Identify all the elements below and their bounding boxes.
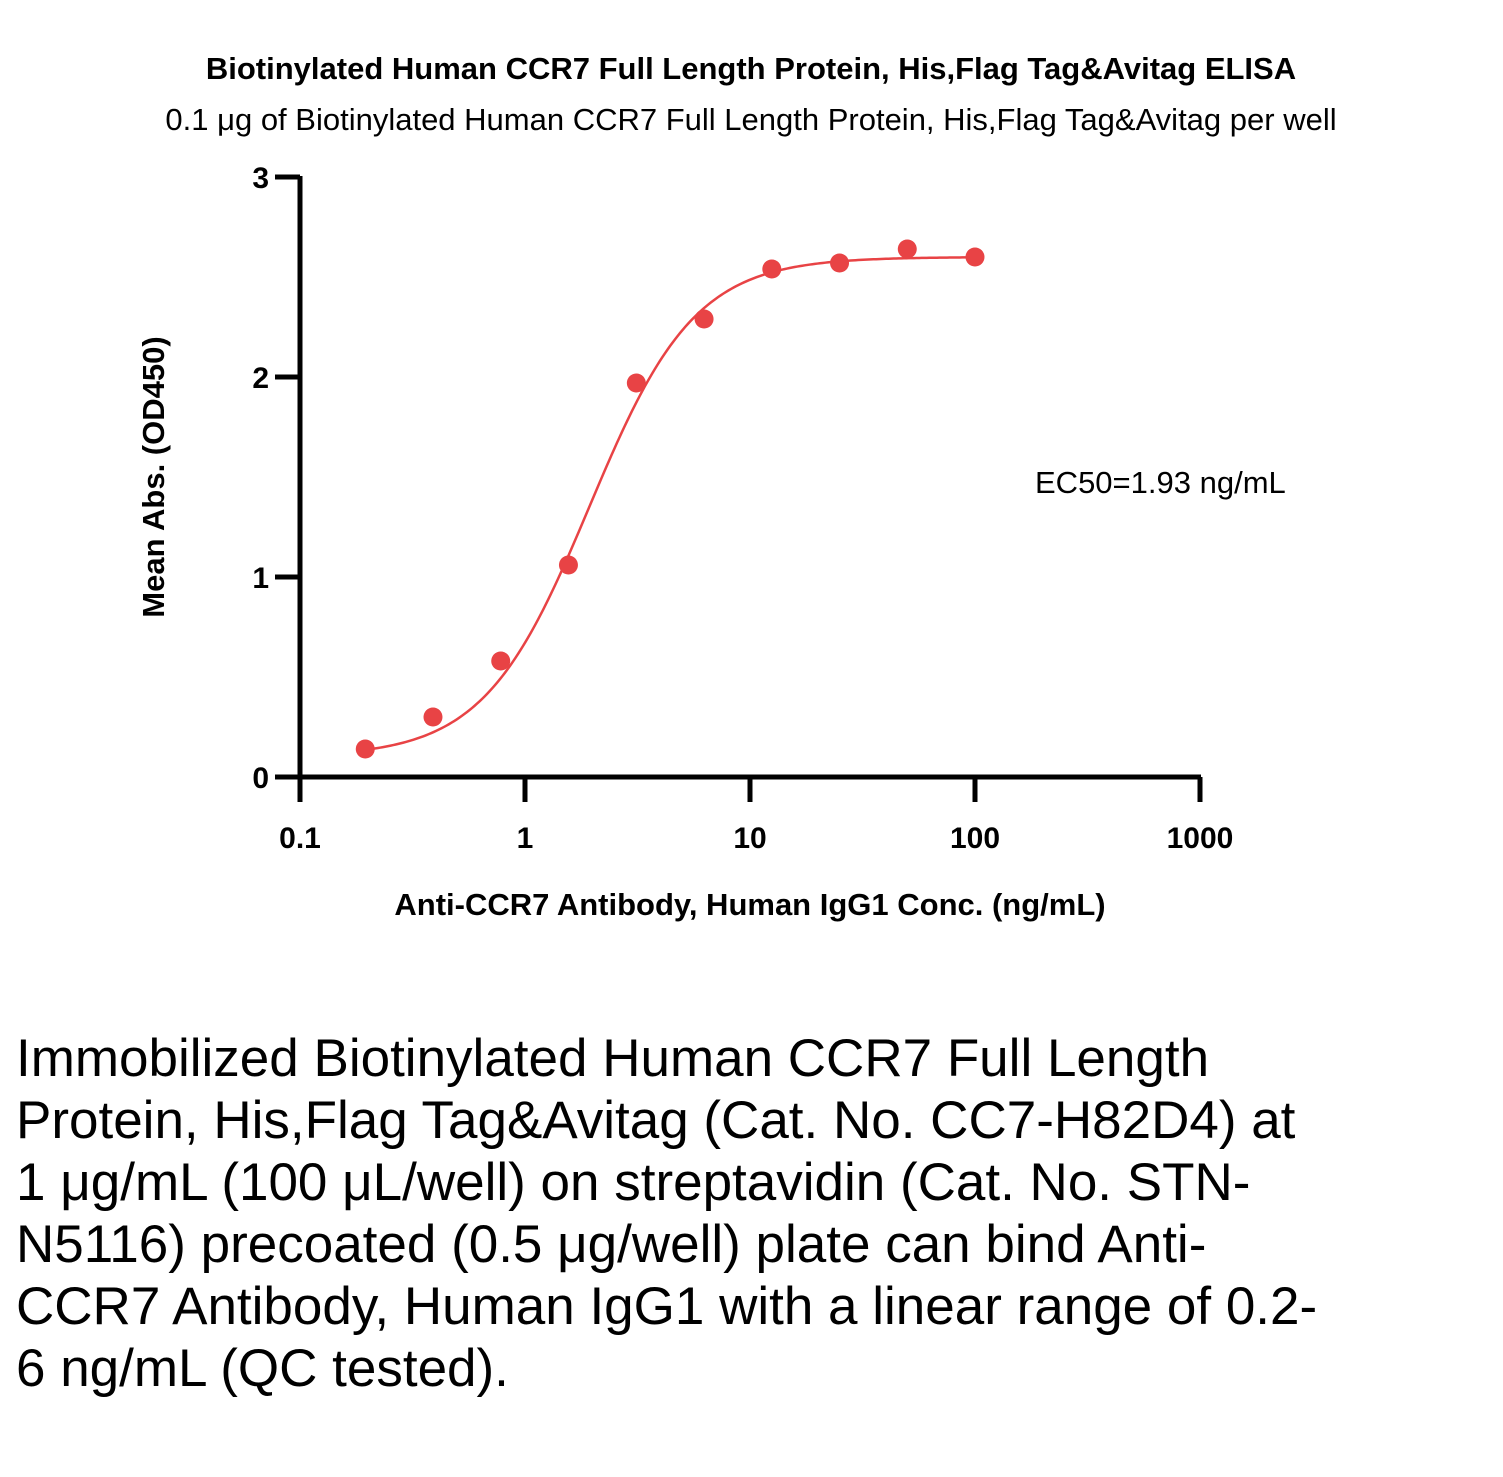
figure-caption: Immobilized Biotinylated Human CCR7 Full… [16,1029,1318,1398]
y-axis-label: Mean Abs. (OD450) [136,336,171,617]
x-tick-label: 0.1 [279,822,321,855]
y-tick-label: 1 [252,562,269,595]
x-axis-ticks: 0.1 1 10 100 1000 [279,777,1233,855]
x-tick-label: 10 [733,822,766,855]
x-axis-label: Anti-CCR7 Antibody, Human IgG1 Conc. (ng… [394,887,1105,922]
y-tick-label: 2 [252,362,269,395]
chart-title: Biotinylated Human CCR7 Full Length Prot… [206,51,1296,86]
data-point [694,309,714,329]
x-tick-label: 1000 [1167,822,1234,855]
chart-subtitle: 0.1 μg of Biotinylated Human CCR7 Full L… [165,102,1336,137]
ec50-annotation: EC50=1.93 ng/mL [1035,465,1286,500]
data-point [491,651,511,671]
y-tick-label: 0 [252,762,269,795]
data-points [355,239,985,759]
x-tick-label: 100 [950,822,1000,855]
data-point [626,373,646,393]
data-point [897,239,917,259]
y-axis-ticks: 0 1 2 3 [252,162,300,795]
data-point [762,259,782,279]
elisa-chart: Biotinylated Human CCR7 Full Length Prot… [136,51,1337,922]
y-tick-label: 3 [252,162,269,195]
data-point [830,253,850,273]
x-tick-label: 1 [517,822,534,855]
data-point [965,247,985,267]
data-point [355,739,375,759]
data-point [558,555,578,575]
fit-curve [365,256,976,752]
data-point [423,707,443,727]
